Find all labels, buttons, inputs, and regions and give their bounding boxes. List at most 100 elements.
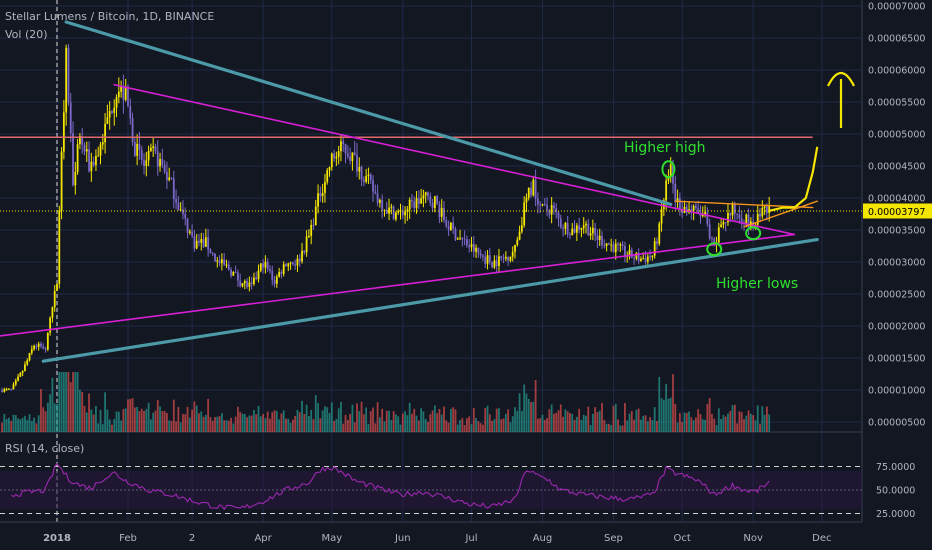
volume-bar bbox=[342, 423, 345, 432]
candle-body bbox=[674, 183, 677, 203]
candle-body bbox=[514, 244, 516, 252]
candle-body bbox=[520, 225, 523, 232]
candle-body bbox=[417, 198, 420, 204]
volume-bar bbox=[184, 414, 187, 432]
volume-bar bbox=[500, 419, 503, 432]
trendline-teal-lower[interactable] bbox=[41, 238, 819, 363]
volume-bar bbox=[90, 409, 93, 432]
volume-bar bbox=[408, 402, 411, 432]
volume-bar bbox=[344, 414, 347, 432]
trendline-orange-lower[interactable] bbox=[743, 200, 818, 228]
candle-body bbox=[628, 249, 631, 256]
volume-bar bbox=[395, 414, 397, 432]
rsi-tick-label: 75.0000 bbox=[876, 462, 915, 473]
rsi-indicator-label[interactable]: RSI (14, close) bbox=[5, 442, 85, 455]
time-axis[interactable]: 2018 Feb 2 Apr May Jun Jul Aug Sep Oct Nov Dec bbox=[0, 523, 862, 550]
volume-bar bbox=[67, 372, 70, 432]
candle-body bbox=[65, 47, 68, 113]
candle-body bbox=[5, 389, 8, 391]
candle-body bbox=[644, 258, 647, 262]
candle-body bbox=[681, 209, 684, 214]
volume-bar bbox=[362, 414, 365, 432]
volume-bar bbox=[619, 425, 622, 432]
candle-body bbox=[722, 222, 725, 225]
volume-indicator-label[interactable]: Vol (20) bbox=[5, 28, 48, 41]
price-tick-label: 0.00002000 bbox=[868, 322, 925, 333]
candle-body bbox=[335, 156, 338, 159]
candle-body bbox=[291, 262, 294, 265]
candle-body bbox=[195, 240, 198, 249]
volume-bar bbox=[234, 416, 237, 432]
candle-body bbox=[101, 142, 104, 145]
candle-body bbox=[678, 198, 681, 210]
volume-bar bbox=[172, 399, 175, 432]
trendline-teal-upper[interactable] bbox=[64, 20, 673, 206]
volume-bar bbox=[610, 425, 613, 432]
volume-bar bbox=[525, 393, 528, 432]
candle-body bbox=[433, 196, 436, 208]
candle-body bbox=[456, 238, 459, 240]
candle-body bbox=[330, 153, 333, 168]
candle-body bbox=[385, 209, 388, 214]
volume-bar bbox=[239, 411, 242, 432]
volume-bar bbox=[518, 393, 521, 432]
volume-bar bbox=[250, 415, 253, 432]
volume-bar bbox=[484, 408, 487, 432]
candle-body bbox=[344, 144, 347, 154]
candle-body bbox=[740, 218, 743, 223]
trendline-magenta-upper[interactable] bbox=[113, 83, 796, 236]
volume-bar bbox=[218, 416, 221, 432]
volume-bar bbox=[475, 417, 477, 432]
candle-body bbox=[399, 210, 402, 212]
volume-bar bbox=[367, 424, 370, 432]
candle-body bbox=[349, 156, 352, 161]
candle-body bbox=[62, 112, 65, 152]
higher-low-marker[interactable] bbox=[706, 242, 723, 257]
candle-body bbox=[97, 155, 100, 157]
rsi-band bbox=[0, 471, 862, 509]
volume-bar bbox=[305, 404, 308, 432]
symbol-title[interactable]: Stellar Lumens / Bitcoin, 1D, BINANCE bbox=[5, 10, 215, 23]
volume-bar bbox=[438, 408, 441, 432]
volume-bar bbox=[246, 417, 248, 432]
candle-body bbox=[580, 228, 583, 230]
candle-body bbox=[413, 201, 416, 208]
candle-body bbox=[333, 153, 335, 159]
volume-bar bbox=[404, 411, 406, 432]
candle-body bbox=[308, 235, 310, 237]
volume-bar bbox=[754, 420, 757, 432]
candle-body bbox=[42, 346, 45, 349]
candle-body bbox=[83, 144, 86, 152]
time-tick-label: 2 bbox=[189, 533, 195, 544]
candle-body bbox=[482, 255, 484, 257]
projection-curve[interactable] bbox=[768, 146, 819, 212]
price-axis[interactable]: 0.00007000 0.00006500 0.00006000 0.00005500… bbox=[863, 0, 932, 550]
candle-body bbox=[166, 171, 168, 181]
volume-bar bbox=[530, 402, 532, 432]
trendline-magenta-lower[interactable] bbox=[0, 233, 796, 343]
volume-bar bbox=[289, 422, 292, 432]
candle-body bbox=[3, 389, 6, 392]
candle-body bbox=[724, 222, 727, 224]
candle-body bbox=[207, 237, 210, 250]
higher-high-marker[interactable] bbox=[661, 160, 676, 179]
candle-body bbox=[113, 107, 116, 113]
volume-bar bbox=[351, 404, 354, 432]
candle-body bbox=[523, 202, 526, 226]
volume-bar bbox=[589, 425, 592, 432]
candle-body bbox=[172, 178, 175, 200]
volume-bar bbox=[601, 402, 603, 432]
higher-low-marker[interactable] bbox=[745, 226, 762, 241]
candle-body bbox=[695, 205, 697, 208]
candle-body bbox=[653, 241, 656, 256]
volume-bar bbox=[445, 420, 448, 432]
volume-bar bbox=[223, 420, 226, 432]
volume-bar bbox=[106, 409, 109, 432]
candle-body bbox=[557, 212, 560, 219]
candle-body bbox=[395, 212, 397, 220]
candle-body bbox=[756, 213, 759, 225]
volume-bar bbox=[695, 417, 697, 432]
volume-bar bbox=[397, 416, 400, 432]
volume-bar bbox=[678, 413, 681, 432]
